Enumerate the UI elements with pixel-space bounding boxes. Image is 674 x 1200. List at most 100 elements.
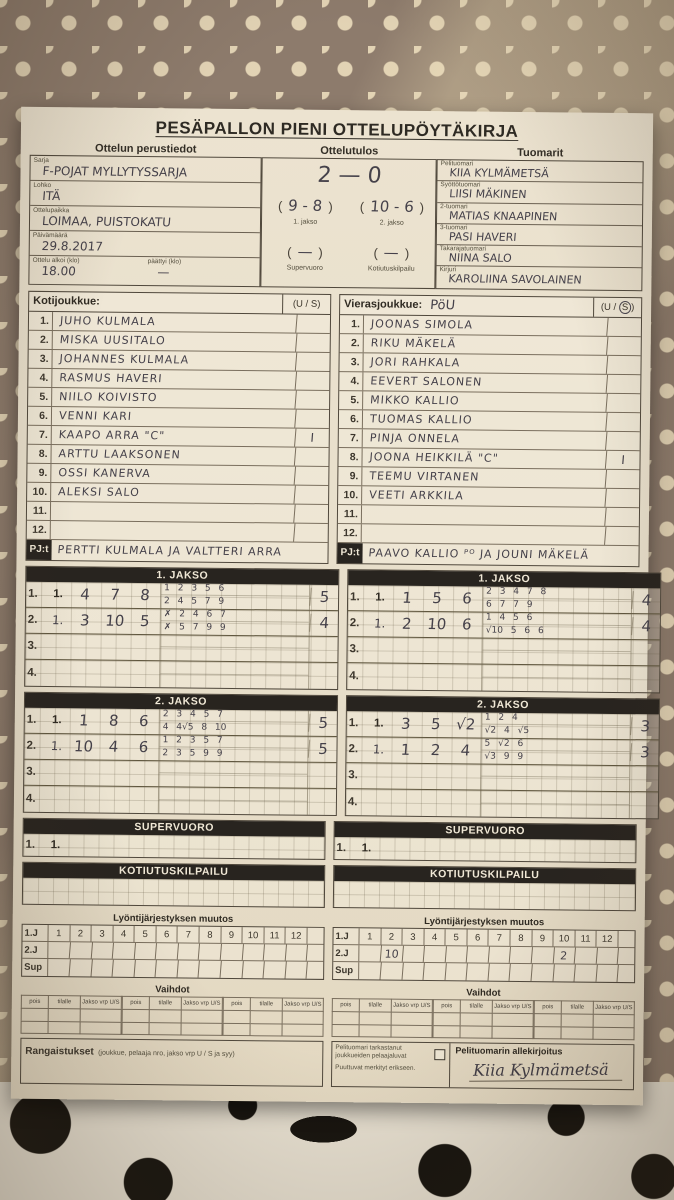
vaihdot-cell [533, 1025, 562, 1040]
field-kellonajat: Ottelu alkoi (klo) päättyi (klo) 18.00 — [32, 256, 182, 280]
inning-label: 1. [350, 591, 360, 604]
batting-cell [423, 945, 447, 962]
pitch-grid: 1 2 4 √2 4 √5 [480, 712, 631, 739]
score-cell: 6 [461, 615, 473, 634]
score-cell: 10 [426, 615, 448, 634]
player-number: 6. [27, 406, 53, 425]
player-name [362, 514, 605, 517]
vaihdot-cell [20, 1020, 49, 1034]
pitch-grid-bottom [481, 803, 629, 818]
score-cell: 7 [109, 585, 121, 605]
score-cell: 4 [108, 737, 120, 757]
vaihdot-cell [460, 1012, 493, 1026]
player-name: JOONAS SIMOLA [370, 317, 474, 332]
vaihdot-col-header: Jakso vrp U/S [391, 998, 433, 1012]
player-name: VEETI ARKKILA [368, 488, 465, 503]
vaihdot-cell [492, 1012, 534, 1026]
lohko-value: ITÄ [41, 188, 61, 204]
row-total: 5 [307, 740, 338, 759]
player-us-cell [295, 314, 331, 333]
referee-row: 3-tuomari PASI HAVERI [436, 223, 642, 248]
inning-label: 1. [28, 588, 38, 601]
score-row: 4. [25, 660, 338, 689]
batting-cell [618, 931, 634, 947]
player-name: ARTTU LAAKSONEN [58, 447, 182, 462]
score-cell: 1 [78, 711, 90, 730]
batting-cell: 2 [552, 947, 576, 964]
vaihdot-row [331, 1023, 635, 1040]
player-us-cell [293, 504, 329, 523]
row-total: 5 [308, 714, 338, 733]
sarja-value: F-POJAT MYLLYTYSSARJA [41, 163, 188, 180]
vaihdot-cell [250, 1022, 283, 1037]
batting-cell [574, 947, 598, 964]
pitch-grid-bottom: √3 9 9 [484, 751, 524, 763]
vaihdot-cell [593, 1026, 635, 1040]
score-row: 3. [347, 636, 660, 667]
batting-cell [466, 946, 490, 963]
home-vaihdot-table: pois tilalle Jakso vrp U/S pois tilalle Jakso… [20, 994, 324, 1037]
field-ottelupaikka: Ottelupaikka LOIMAA, PUISTOKATU [29, 205, 261, 234]
batting-row: Sup [22, 958, 323, 979]
player-us-cell [293, 485, 329, 504]
batting-cell: 6 [467, 929, 490, 946]
batting-cell [552, 964, 576, 982]
batting-cell [90, 942, 114, 959]
player-name: RIKU MÄKELÄ [370, 336, 457, 351]
home-pj-row: PJ:t PERTTI KULMALA JA VALTTERI ARRA [26, 539, 327, 563]
home-batting-table: 1.J 1 2 3 4 5 6 7 8 9 10 11 12 2.J Sup [21, 923, 325, 980]
batting-cell [307, 945, 323, 961]
player-name: TEEMU VIRTANEN [368, 469, 480, 484]
batting-cell [198, 960, 222, 978]
home-us-header: (U / S) [282, 294, 331, 314]
player-number: 5. [28, 387, 53, 406]
player-number: 6. [338, 409, 364, 429]
pitch-grid [159, 634, 310, 662]
inning-label: 4. [27, 666, 37, 679]
batting-cell [90, 959, 114, 977]
player-us-cell [604, 526, 640, 545]
away-vaihdot-table: pois tilalle Jakso vrp U/S pois tilalle Jakso… [331, 997, 635, 1040]
player-us-cell [295, 333, 331, 352]
inning-label: 3. [348, 769, 358, 782]
player-us-cell [606, 336, 642, 355]
score-row: 4. [24, 786, 336, 815]
score-cell: 1 [399, 741, 411, 760]
vaihdot-cell [282, 1023, 324, 1037]
field-paivamaara: Päivämäärä 29.8.2017 [29, 230, 260, 259]
vaihdot-col-header: Jakso vrp U/S [181, 996, 223, 1010]
referee-row: 2-tuomari MATIAS KNAAPINEN [437, 202, 643, 227]
batting-cell [423, 962, 447, 980]
batting-cell: 2 [70, 925, 92, 942]
score-cell: 2 [401, 615, 413, 634]
score-cell: 8 [108, 711, 120, 731]
score-cell: 6 [138, 712, 150, 731]
pitch-grid [159, 660, 310, 689]
vaihdot-col-header: Jakso vrp U/S [593, 1000, 635, 1014]
pitch-grid [480, 764, 631, 791]
batting-cell [358, 962, 382, 980]
pitch-grid: ✗ 2 4 6 7 ✗ 5 7 9 9 [159, 608, 310, 636]
final-score: 2 — 0 [316, 162, 382, 189]
batting-cell [155, 942, 179, 960]
player-number: 7. [27, 425, 52, 444]
vaihdot-cell [593, 1013, 635, 1027]
batting-cell: 3 [402, 928, 425, 945]
player-us-cell [605, 412, 641, 431]
player-number: 12. [337, 523, 362, 543]
batting-cell [263, 961, 287, 979]
batting-cell [445, 945, 468, 963]
player-us-cell [293, 523, 329, 542]
batting-cell: 5 [445, 928, 468, 946]
vaihdot-cell [282, 1010, 324, 1024]
player-name [51, 511, 294, 514]
player-name: JOHANNES KULMALA [59, 352, 190, 367]
batting-cell: 2 [381, 928, 403, 945]
scoresheet-paper: PESÄPALLON PIENI OTTELUPÖYTÄKIRJA Ottelu… [10, 106, 662, 1106]
rangaistukset-cell: Rangaistukset (joukkue, pelaaja nro, jak… [19, 1037, 324, 1087]
kotiutuskilpailu-section: KOTIUTUSKILPAILU KOTIUTUSKILPAILU [21, 861, 637, 911]
row-total: 5 [309, 588, 339, 607]
player-number: 1. [28, 311, 54, 330]
